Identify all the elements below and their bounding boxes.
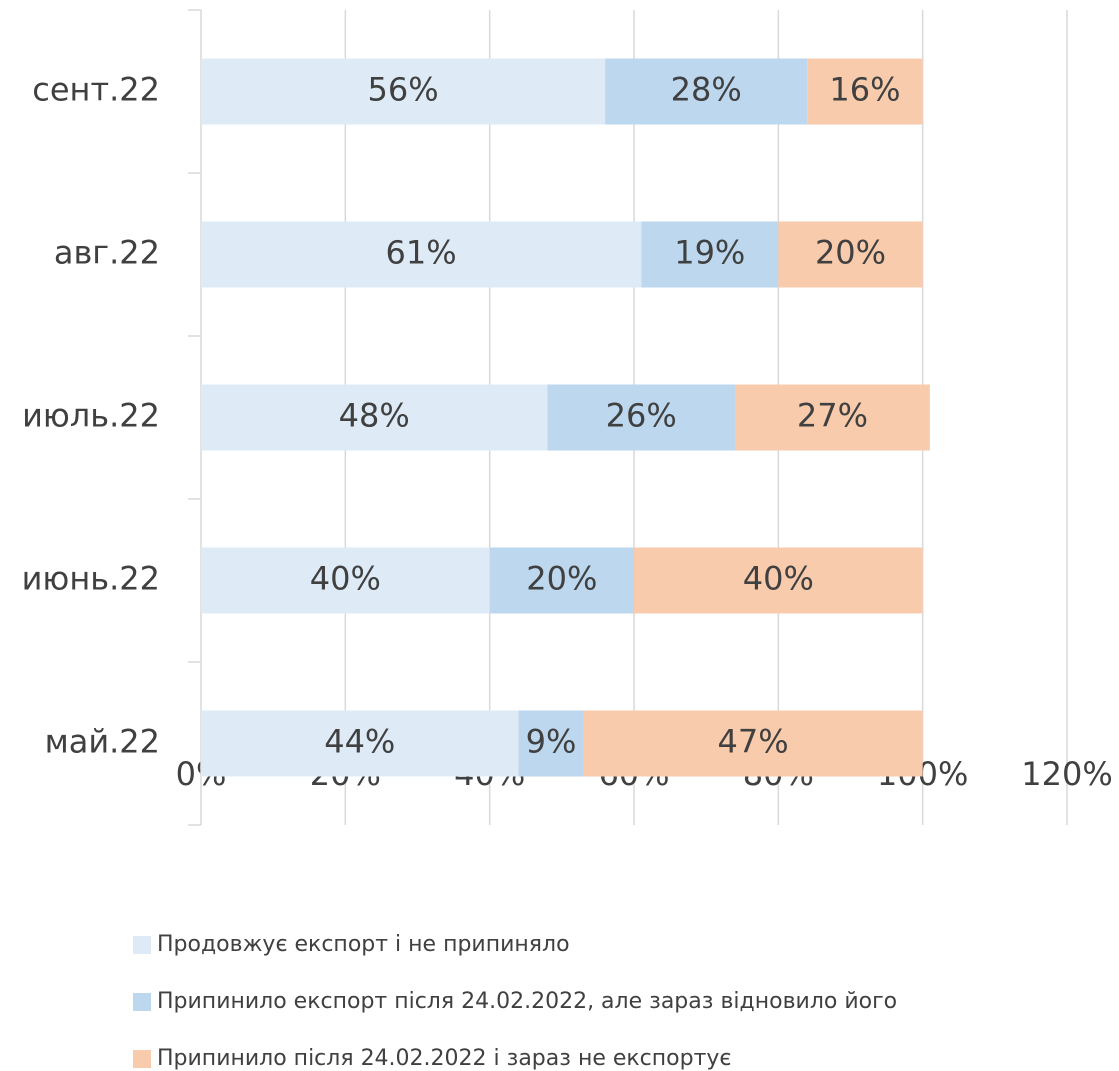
x-tick-label: 120% [1021,755,1112,793]
bar-segment [605,58,808,125]
data-label: 56% [368,71,439,109]
data-label: 61% [386,234,457,272]
legend-label: Продовжує експорт і не припиняло [157,932,570,957]
data-label: 48% [339,397,410,435]
bar-segment [489,547,634,614]
y-tick-label: июнь.22 [22,560,160,598]
data-label: 19% [674,234,745,272]
bar-segment [735,384,930,451]
y-tick-label: авг.22 [54,234,160,272]
bar-segment [518,710,584,777]
data-label: 40% [310,560,381,598]
data-label: 47% [718,723,789,761]
bar-segment [634,547,923,614]
data-label: 20% [815,234,886,272]
y-tick-label: июль.22 [22,397,160,435]
data-label: 44% [324,723,395,761]
bar-segment [201,221,642,288]
data-label: 9% [526,723,577,761]
legend-swatch [133,993,151,1011]
legend-swatch [133,1050,151,1068]
data-label: 40% [743,560,814,598]
data-label: 27% [797,397,868,435]
legend-label: Припинило експорт після 24.02.2022, але … [157,989,897,1014]
bar-segment [583,710,923,777]
bar-segment [201,58,606,125]
legend-swatch [133,936,151,954]
bar-segment [201,710,519,777]
bar-segment [807,58,923,125]
legend-label: Припинило після 24.02.2022 і зараз не ек… [157,1046,732,1071]
bar-segment [201,547,490,614]
data-label: 26% [606,397,677,435]
bar-segment [778,221,923,288]
data-label: 20% [526,560,597,598]
bar-segment [641,221,779,288]
data-label: 28% [671,71,742,109]
y-tick-label: май.22 [45,723,160,761]
data-label: 16% [829,71,900,109]
y-tick-label: сент.22 [32,71,160,109]
bar-segment [201,384,548,451]
bar-segment [547,384,736,451]
